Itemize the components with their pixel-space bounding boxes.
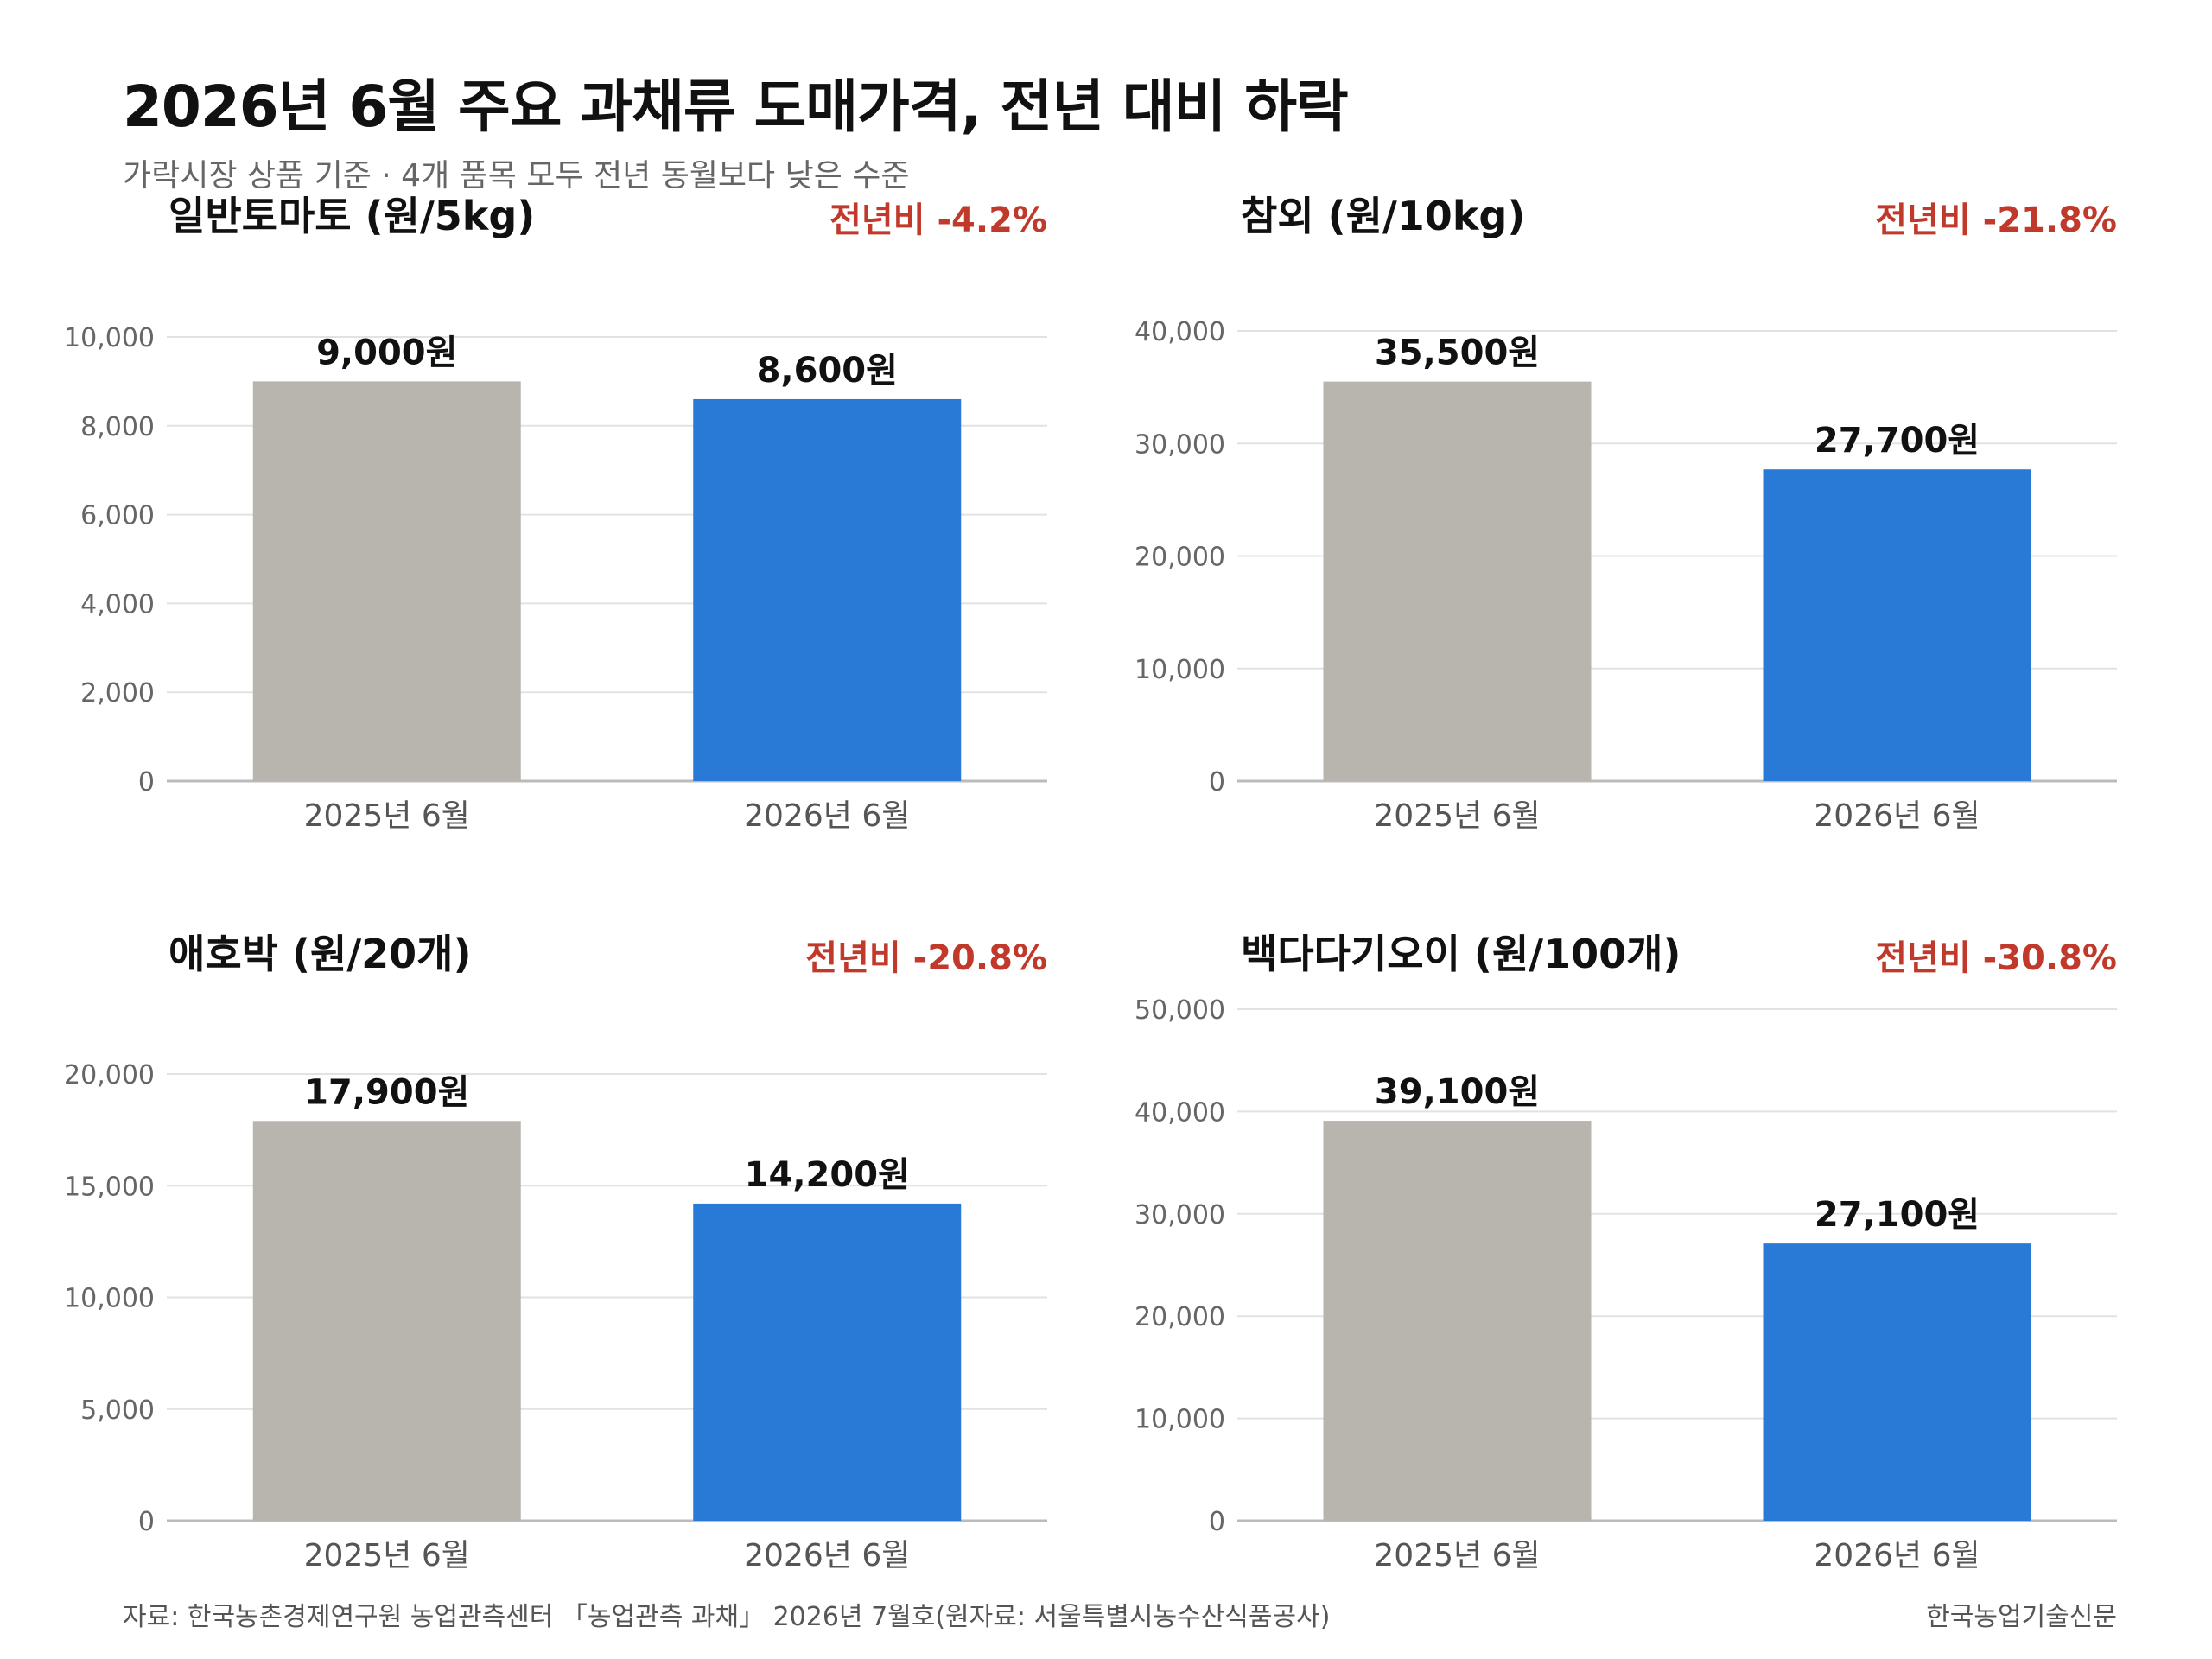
- x-tick-label: 2025년 6월: [304, 1538, 470, 1573]
- y-tick-label: 30,000: [1135, 429, 1225, 460]
- bar: [1763, 1243, 2031, 1521]
- bar: [693, 398, 962, 781]
- y-tick-label: 10,000: [1135, 1405, 1225, 1435]
- bar-value-label: 17,900원: [304, 1072, 469, 1112]
- bar-value-label: 9,000원: [316, 333, 457, 372]
- bar: [693, 1203, 962, 1521]
- bar-value-label: 27,100원: [1815, 1195, 1980, 1235]
- source-note: 자료: 한국농촌경제연구원 농업관측센터 「농업관측 과채」 2026년 7월호…: [123, 1602, 1331, 1632]
- page-subtitle: 가락시장 상품 기준 · 4개 품목 모두 전년 동월보다 낮은 수준: [123, 158, 910, 194]
- y-tick-label: 8,000: [80, 412, 155, 442]
- panel-title: 참외 (원/10kg): [1241, 193, 1526, 239]
- y-tick-label: 6,000: [80, 501, 155, 531]
- bar: [252, 381, 521, 781]
- change-badge: 전년비 -30.8%: [1875, 938, 2117, 978]
- y-tick-label: 10,000: [64, 323, 155, 353]
- change-badge: 전년비 -4.2%: [830, 200, 1047, 240]
- bar: [1323, 1121, 1592, 1521]
- y-tick-label: 20,000: [1135, 543, 1225, 573]
- y-tick-label: 20,000: [64, 1060, 155, 1090]
- y-tick-label: 40,000: [1135, 317, 1225, 347]
- panel-title: 애호박 (원/20개): [168, 931, 472, 977]
- y-tick-label: 0: [1209, 1507, 1225, 1537]
- bar-value-label: 8,600원: [757, 351, 898, 391]
- bar-value-label: 39,100원: [1375, 1072, 1540, 1112]
- x-tick-label: 2026년 6월: [1814, 1538, 1980, 1573]
- publisher-name: 한국농업기술신문: [1926, 1602, 2117, 1632]
- bar: [1763, 469, 2031, 781]
- x-tick-label: 2025년 6월: [1374, 1538, 1540, 1573]
- y-tick-label: 2,000: [80, 678, 155, 709]
- y-tick-label: 40,000: [1135, 1097, 1225, 1128]
- page-title: 2026년 6월 주요 과채류 도매가격, 전년 대비 하락: [123, 73, 1349, 140]
- y-tick-label: 30,000: [1135, 1200, 1225, 1230]
- change-badge: 전년비 -21.8%: [1875, 200, 2117, 240]
- panel-title: 일반토마토 (원/5kg): [168, 193, 536, 239]
- bar-value-label: 35,500원: [1375, 334, 1540, 373]
- panel-title: 백다다기오이 (원/100개): [1241, 931, 1681, 977]
- bar-value-label: 27,700원: [1815, 421, 1980, 461]
- y-tick-label: 0: [138, 767, 155, 798]
- x-tick-label: 2025년 6월: [1374, 798, 1540, 834]
- y-tick-label: 10,000: [1135, 655, 1225, 685]
- bar-chart: 0 5,000 10,000 15,000 20,000 17,900원 2025년 6월 1…: [64, 1060, 1047, 1573]
- y-tick-label: 20,000: [1135, 1302, 1225, 1332]
- y-tick-label: 0: [1209, 767, 1225, 798]
- y-tick-label: 0: [138, 1507, 155, 1537]
- y-tick-label: 50,000: [1135, 995, 1225, 1026]
- x-tick-label: 2026년 6월: [744, 1538, 910, 1573]
- y-tick-label: 10,000: [64, 1284, 155, 1314]
- bar-value-label: 14,200원: [745, 1155, 910, 1195]
- bar: [1323, 381, 1592, 781]
- y-tick-label: 4,000: [80, 589, 155, 620]
- y-tick-label: 15,000: [64, 1172, 155, 1202]
- y-tick-label: 5,000: [80, 1395, 155, 1426]
- x-tick-label: 2026년 6월: [744, 798, 910, 834]
- bar: [252, 1121, 521, 1521]
- change-badge: 전년비 -20.8%: [805, 938, 1047, 978]
- x-tick-label: 2025년 6월: [304, 798, 470, 834]
- bar-chart: 0 2,000 4,000 6,000 8,000 10,000 9,000원 2025년 6…: [64, 323, 1047, 834]
- bar-chart: 0 10,000 20,000 30,000 40,000 35,500원 2025년 6월…: [1135, 317, 2117, 834]
- x-tick-label: 2026년 6월: [1814, 798, 1980, 834]
